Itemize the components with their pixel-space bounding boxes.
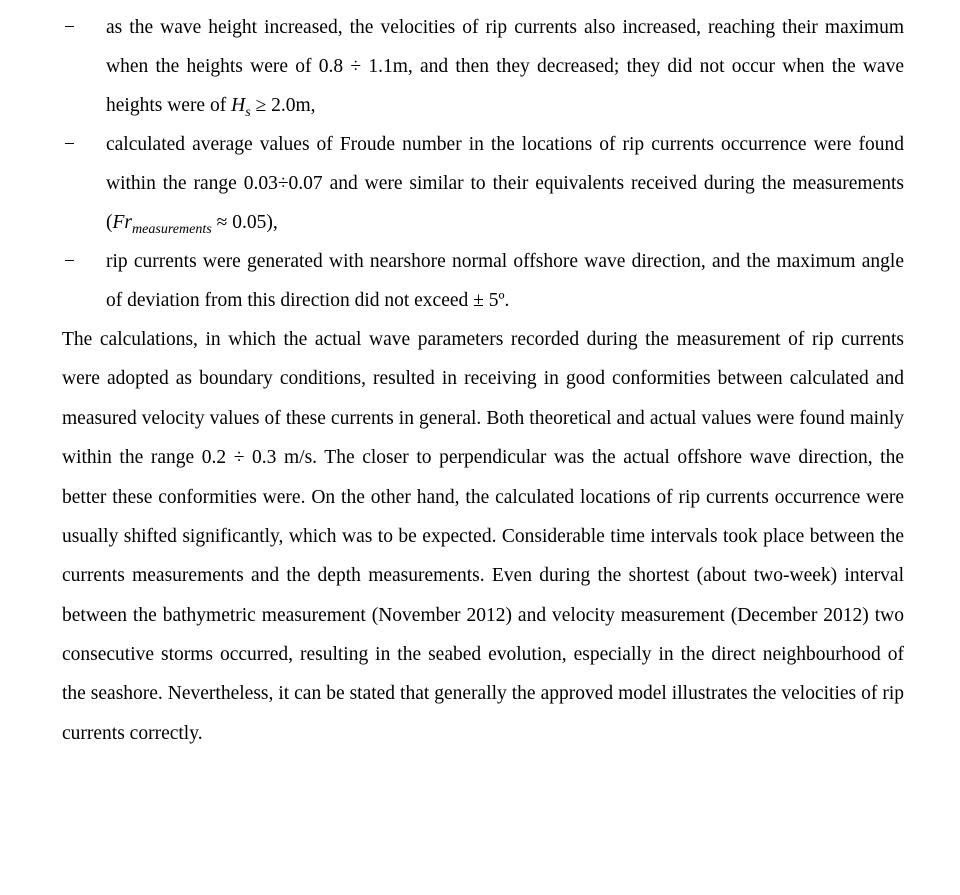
page: −as the wave height increased, the veloc… (0, 0, 960, 895)
bullet-dash-icon: − (62, 8, 106, 47)
bullet-text: rip currents were generated with nearsho… (106, 242, 904, 320)
bullet-text: as the wave height increased, the veloci… (106, 8, 904, 125)
bullet-item: −rip currents were generated with nearsh… (62, 242, 904, 320)
bullet-dash-icon: − (62, 242, 106, 281)
body-paragraph: The calculations, in which the actual wa… (62, 320, 904, 753)
bullet-list: −as the wave height increased, the veloc… (62, 8, 904, 320)
bullet-item: −as the wave height increased, the veloc… (62, 8, 904, 125)
bullet-text: calculated average values of Froude numb… (106, 125, 904, 242)
bullet-item: −calculated average values of Froude num… (62, 125, 904, 242)
bullet-dash-icon: − (62, 125, 106, 164)
